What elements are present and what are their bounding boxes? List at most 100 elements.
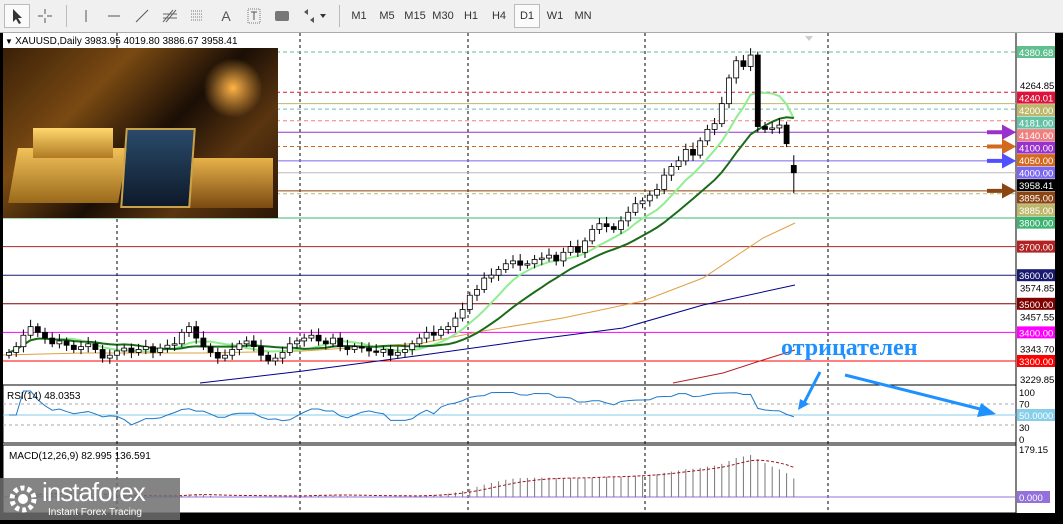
timeframe-w1[interactable]: W1 <box>546 10 564 22</box>
candle-bull <box>625 211 632 222</box>
arrow-icon <box>987 153 1017 169</box>
level-label: 4181.00 <box>1019 119 1053 130</box>
level-label-bg <box>1017 240 1055 253</box>
candle-bull <box>85 343 92 348</box>
candle-bull <box>661 174 668 190</box>
annotation-text: отрицателен <box>781 335 918 361</box>
candle-bear <box>783 124 790 145</box>
text-label-icon[interactable] <box>241 4 267 28</box>
candle-bull <box>114 350 120 356</box>
candle-bear <box>574 246 581 253</box>
ma-orange-line <box>2 222 796 356</box>
instaforex-logo: instaforex Instant Forex Tracing <box>0 478 180 520</box>
candle-bull <box>78 346 84 350</box>
toolbar: A M1 M5 M15 M30 H1 H4 D1 W1 MN <box>0 0 1063 33</box>
timeframe-h4[interactable]: H4 <box>491 10 507 22</box>
rectangle-icon[interactable] <box>269 4 295 28</box>
candle-bull <box>488 274 495 279</box>
level-label: 4240.01 <box>1019 94 1053 105</box>
gold-bars-image <box>3 48 278 218</box>
candle-bear <box>49 337 56 345</box>
candle-bull <box>502 263 509 270</box>
candle-bull <box>279 351 286 359</box>
level-label: 3895.00 <box>1019 194 1053 205</box>
candle-bear <box>344 346 351 350</box>
horizontal-line-icon[interactable] <box>101 4 127 28</box>
candle-bull <box>301 337 308 342</box>
candle-bear <box>150 346 156 353</box>
rsi-tick: 30 <box>1019 423 1030 434</box>
level-label: 3800.00 <box>1019 219 1053 230</box>
chart-area[interactable]: 4380.68 4264.85 4240.01 4200.00 4181.00 4140.… <box>2 33 1055 524</box>
candle-bull <box>286 343 293 353</box>
candle-bear <box>387 349 394 356</box>
ma-red-line <box>672 349 796 384</box>
candle-bear <box>610 226 617 230</box>
timeframe-m1[interactable]: M1 <box>351 10 367 22</box>
crosshair-icon[interactable] <box>32 4 58 28</box>
text-icon[interactable]: A <box>221 8 231 24</box>
candle-bear <box>315 334 322 342</box>
candle-bull <box>402 349 408 353</box>
candle-bull <box>157 347 164 353</box>
trendline-icon[interactable] <box>129 4 155 28</box>
level-label: 4000.00 <box>1019 169 1053 180</box>
candle-bear <box>740 60 747 67</box>
candle-bull <box>186 326 192 333</box>
collapse-triangle-icon[interactable]: ▼ <box>5 37 16 46</box>
candle-bull <box>106 354 113 359</box>
fibonacci-icon[interactable] <box>157 4 183 28</box>
timeframe-mn[interactable]: MN <box>574 10 592 22</box>
level-label-bg <box>1017 326 1055 339</box>
level-label-bg <box>1017 269 1055 282</box>
rsi-tick: 70 <box>1019 400 1030 411</box>
level-label-bg <box>1017 129 1055 142</box>
rsi-line <box>9 390 794 426</box>
candle-bull <box>668 166 675 176</box>
candle-bear <box>373 350 380 353</box>
logo-name: instaforex <box>42 478 146 507</box>
candle-bull <box>704 128 711 142</box>
rsi-tick: 100 <box>1019 388 1035 399</box>
candle-bull <box>733 60 740 79</box>
candle-bear <box>517 260 524 266</box>
level-label-bg <box>1017 204 1055 217</box>
arrow-icon <box>987 183 1017 199</box>
price-tick: 3229.85 <box>1020 375 1054 386</box>
timeframe-m15[interactable]: M15 <box>404 10 426 22</box>
candle-bull <box>243 340 250 345</box>
cursor-icon[interactable] <box>4 4 30 28</box>
level-label-bg <box>1017 354 1055 367</box>
timeframe-d1[interactable]: D1 <box>514 4 540 28</box>
candle-bear <box>63 340 70 346</box>
candle-bear <box>92 343 99 350</box>
candle-bear <box>250 340 257 348</box>
ma-navy-line <box>199 284 796 384</box>
logo-tagline: Instant Forex Tracing <box>48 507 142 518</box>
candle-bear <box>690 149 696 156</box>
bottom-bar <box>0 513 1063 524</box>
candle-bull <box>675 160 682 167</box>
candle-bull <box>589 229 596 242</box>
level-label: 3885.00 <box>1019 206 1053 217</box>
timeframe-h1[interactable]: H1 <box>463 10 479 22</box>
candle-bull <box>654 189 660 196</box>
candle-bear <box>754 54 761 127</box>
candle-bull <box>27 326 34 336</box>
level-label: 4140.00 <box>1019 131 1053 142</box>
vertical-line-icon[interactable] <box>73 4 99 28</box>
candle-bull <box>481 277 488 290</box>
candle-bull <box>423 331 430 339</box>
channel-icon[interactable] <box>185 4 211 28</box>
rsi-label-bg <box>1017 409 1055 421</box>
timeframe-m30[interactable]: M30 <box>432 10 454 22</box>
candle-bull <box>582 240 588 253</box>
rsi-tick: 50.0000 <box>1019 411 1053 422</box>
timeframe-m5[interactable]: M5 <box>379 10 395 22</box>
level-label: 4050.00 <box>1019 156 1053 167</box>
arrows-icon[interactable] <box>297 4 331 28</box>
level-label-bg <box>1017 91 1055 104</box>
candle-bear <box>762 126 768 130</box>
candle-bull <box>524 263 531 266</box>
candle-bull <box>567 246 574 253</box>
